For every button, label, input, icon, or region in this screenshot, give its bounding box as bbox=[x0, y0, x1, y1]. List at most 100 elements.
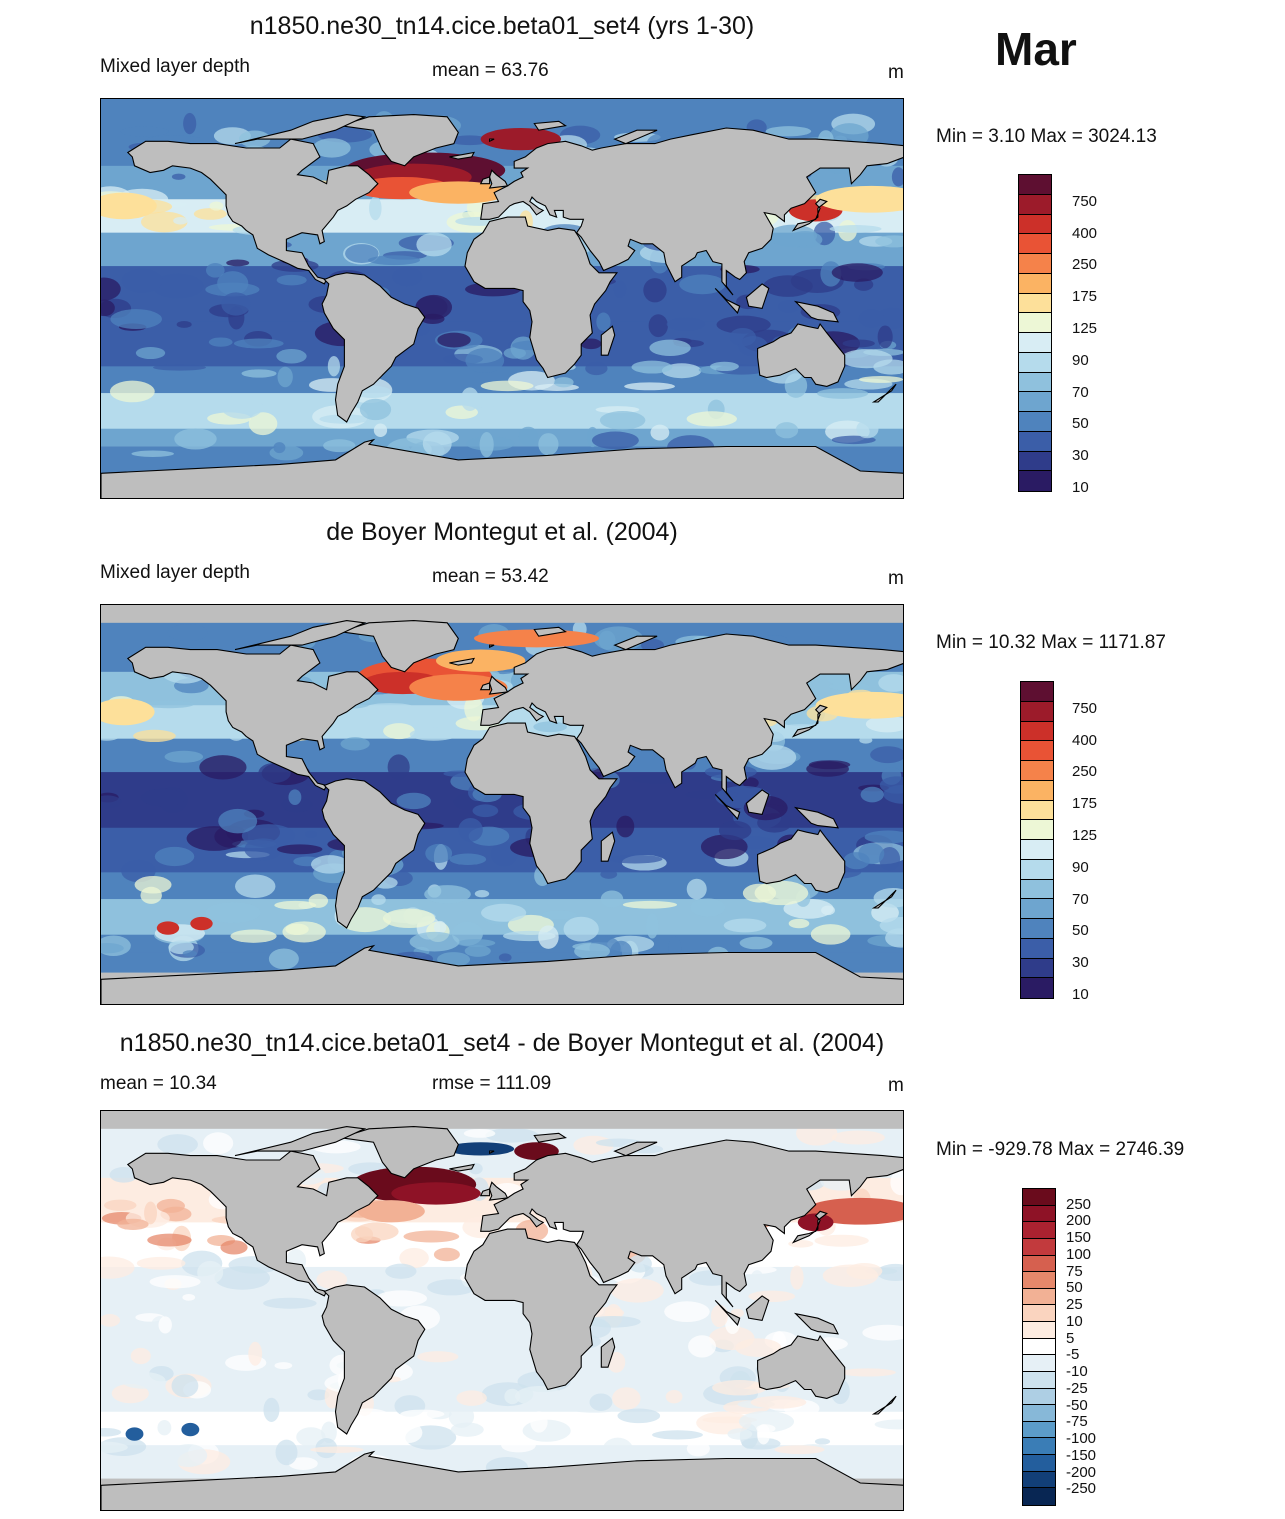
field-blob bbox=[831, 263, 883, 282]
field-blob bbox=[387, 754, 410, 780]
colorbar-tick-label: 150 bbox=[1066, 1229, 1092, 1247]
field-blob bbox=[756, 1424, 771, 1445]
field-blob bbox=[116, 1288, 144, 1299]
colorbar-box bbox=[1021, 701, 1053, 722]
field-blob bbox=[885, 928, 903, 948]
field-blob bbox=[226, 259, 250, 267]
field-blob bbox=[788, 1239, 814, 1248]
colorbar-box bbox=[1021, 780, 1053, 801]
field-blob bbox=[596, 312, 611, 332]
field-blob bbox=[817, 388, 869, 399]
field-blob bbox=[169, 1443, 208, 1467]
colorbar-tick-label: 70 bbox=[1072, 383, 1089, 401]
field-blob bbox=[624, 382, 675, 391]
field-blob bbox=[814, 1438, 831, 1445]
colorbar-tick-label: -200 bbox=[1066, 1463, 1097, 1481]
land-polygon bbox=[745, 789, 770, 816]
panel-2-mean-label: mean = 53.42 bbox=[432, 566, 549, 587]
field-blob bbox=[464, 695, 483, 722]
land-polygon bbox=[464, 1228, 619, 1391]
land-polygon bbox=[613, 129, 658, 145]
panel-2-minmax: Min = 10.32 Max = 1171.87 bbox=[936, 632, 1166, 653]
field-blob bbox=[666, 317, 706, 332]
field-blob bbox=[878, 674, 903, 692]
field-blob bbox=[248, 412, 278, 436]
land-polygon bbox=[871, 889, 897, 909]
field-blob bbox=[371, 894, 386, 906]
map-svg bbox=[101, 605, 903, 1004]
field-hotspot bbox=[815, 691, 903, 719]
field-blob bbox=[617, 1408, 661, 1424]
field-hotspot bbox=[409, 674, 508, 701]
field-blob bbox=[498, 953, 512, 962]
field-blob bbox=[235, 874, 276, 899]
field-blob bbox=[458, 817, 483, 842]
field-blob bbox=[763, 275, 813, 297]
colorbar-box bbox=[1023, 1355, 1055, 1372]
colorbar-tick-label: 25 bbox=[1066, 1296, 1083, 1314]
panel-1-colorbar bbox=[1018, 174, 1052, 492]
field-blob bbox=[649, 339, 691, 357]
land-polygon bbox=[791, 198, 828, 232]
colorbar-tick-label: 100 bbox=[1066, 1245, 1092, 1263]
field-blob bbox=[143, 700, 194, 709]
colorbar-box bbox=[1019, 372, 1051, 393]
field-blob bbox=[111, 1383, 149, 1404]
colorbar-tick-label: -5 bbox=[1066, 1346, 1080, 1364]
field-blob bbox=[275, 1439, 298, 1466]
field-blob bbox=[176, 320, 192, 328]
field-blob bbox=[875, 235, 903, 248]
field-blob bbox=[808, 760, 851, 770]
field-blob bbox=[140, 788, 187, 807]
panel-1-map bbox=[100, 98, 904, 499]
colorbar-tick-label: 400 bbox=[1072, 224, 1098, 242]
colorbar-box bbox=[1023, 1305, 1055, 1322]
field-blob bbox=[440, 1156, 476, 1164]
colorbar-box bbox=[1023, 1338, 1055, 1356]
colorbar-tick-label: 10 bbox=[1072, 986, 1089, 1004]
land-polygon bbox=[793, 300, 839, 323]
field-blob bbox=[203, 1132, 234, 1155]
colorbar-box bbox=[1023, 1388, 1055, 1406]
field-blob bbox=[822, 1264, 879, 1288]
panel-3-map bbox=[100, 1110, 904, 1511]
land-polygon bbox=[714, 794, 741, 820]
field-blob bbox=[307, 1389, 330, 1401]
panel-2-colorbar-labels: 750 400 250 175 125 90 70 50 30 10 bbox=[1072, 681, 1132, 1003]
colorbar-tick-label: 75 bbox=[1066, 1262, 1083, 1280]
land-polygon bbox=[449, 657, 476, 666]
field-hotspot bbox=[391, 1182, 481, 1205]
field-hotspot bbox=[190, 916, 213, 931]
colorbar-tick-label: 750 bbox=[1072, 699, 1098, 717]
field-blob bbox=[541, 910, 578, 920]
field-blob bbox=[230, 929, 277, 943]
field-blob bbox=[665, 1390, 683, 1404]
field-blob bbox=[104, 1199, 137, 1211]
field-blob bbox=[876, 307, 903, 329]
field-blob bbox=[134, 876, 172, 894]
field-blob bbox=[369, 196, 382, 221]
field-blob bbox=[394, 1422, 423, 1444]
field-blob bbox=[602, 1437, 634, 1463]
field-blob bbox=[810, 924, 851, 945]
colorbar-box bbox=[1021, 859, 1053, 880]
land-polygon bbox=[489, 138, 495, 143]
field-blob bbox=[409, 931, 460, 952]
field-blob bbox=[101, 1313, 121, 1327]
field-blob bbox=[842, 339, 875, 348]
field-blob bbox=[282, 921, 326, 943]
land-polygon bbox=[449, 151, 476, 160]
map-svg bbox=[101, 1111, 903, 1510]
field-blob bbox=[871, 1351, 903, 1359]
colorbar-box bbox=[1021, 721, 1053, 742]
land-polygon bbox=[489, 1150, 495, 1155]
field-blob bbox=[585, 361, 608, 376]
field-blob bbox=[504, 1388, 521, 1405]
missing-data bbox=[101, 1111, 903, 1129]
field-blob bbox=[399, 1247, 429, 1269]
field-blob bbox=[140, 211, 188, 233]
field-blob bbox=[183, 112, 197, 135]
colorbar-box bbox=[1021, 800, 1053, 821]
field-blob bbox=[735, 1338, 782, 1357]
colorbar-tick-label: 175 bbox=[1072, 288, 1098, 306]
